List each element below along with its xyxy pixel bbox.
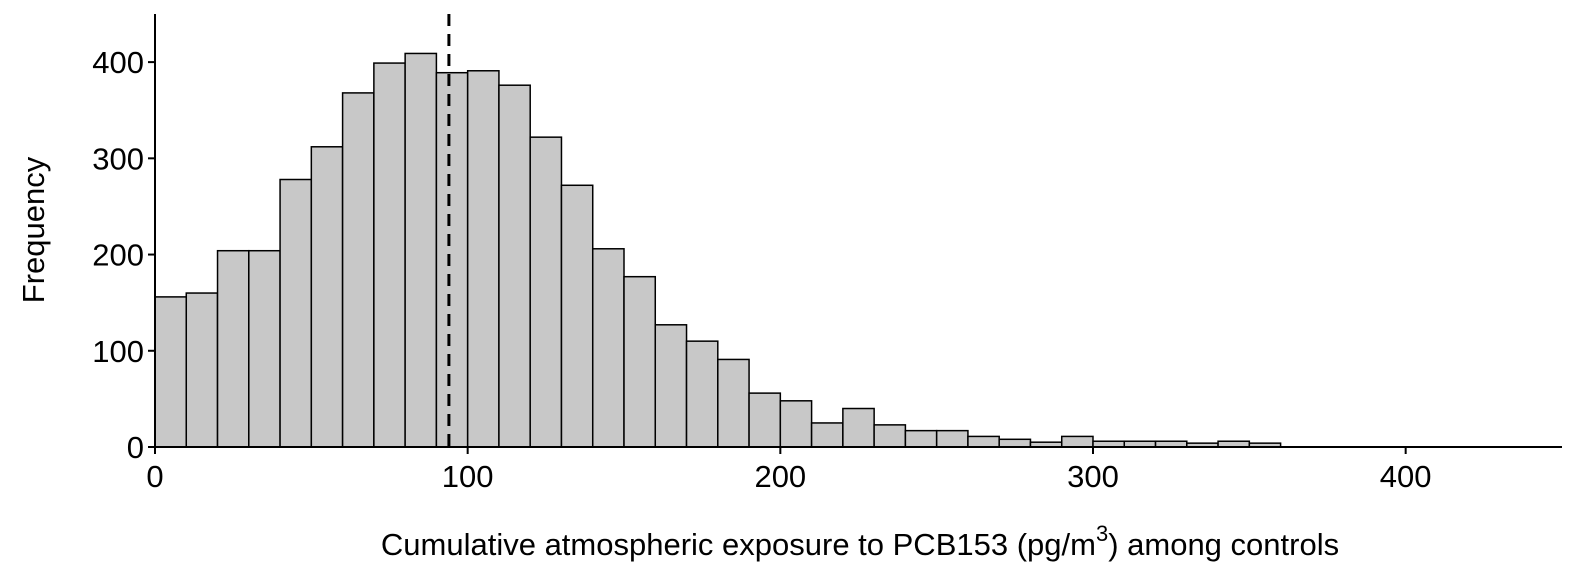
bar <box>591 248 625 448</box>
y-tick-label: 0 <box>127 430 144 465</box>
bar <box>185 292 219 448</box>
bar <box>279 178 313 448</box>
x-tick-label: 100 <box>442 459 494 494</box>
x-label-part: ) among controls <box>1108 527 1339 562</box>
bar <box>373 62 406 448</box>
bar <box>748 392 782 448</box>
bar <box>717 358 750 448</box>
bar <box>466 70 500 448</box>
bar <box>216 249 250 448</box>
bar <box>529 136 563 448</box>
bar <box>310 146 344 448</box>
bar <box>810 422 844 448</box>
bar <box>435 71 469 448</box>
x-tick-label: 200 <box>754 459 806 494</box>
bar <box>935 429 969 448</box>
y-tick-label: 200 <box>92 238 144 273</box>
x-tick-label: 300 <box>1067 459 1119 494</box>
y-tick-label: 400 <box>92 45 144 80</box>
bar <box>967 435 1000 448</box>
bar <box>842 407 875 448</box>
x-tick-label: 400 <box>1380 459 1432 494</box>
bar <box>873 424 907 448</box>
y-axis-label: Frequency <box>16 156 51 303</box>
x-label-superscript: 3 <box>1096 521 1108 546</box>
bar <box>154 296 188 448</box>
x-tick-label: 0 <box>146 459 163 494</box>
bar <box>779 400 813 448</box>
bar <box>623 275 657 448</box>
bar <box>341 92 375 448</box>
y-tick-label: 300 <box>92 141 144 176</box>
bar <box>998 438 1032 448</box>
bar <box>404 52 438 448</box>
bar <box>685 340 719 448</box>
y-tick-label: 100 <box>92 334 144 369</box>
x-label-part: Cumulative atmospheric exposure to PCB15… <box>381 527 1096 562</box>
bar <box>654 324 688 448</box>
bar <box>560 184 594 448</box>
x-axis-label: Cumulative atmospheric exposure to PCB15… <box>381 521 1339 562</box>
bar <box>248 249 281 448</box>
bar <box>904 429 938 448</box>
bar <box>498 84 531 448</box>
bar <box>1060 435 1094 448</box>
